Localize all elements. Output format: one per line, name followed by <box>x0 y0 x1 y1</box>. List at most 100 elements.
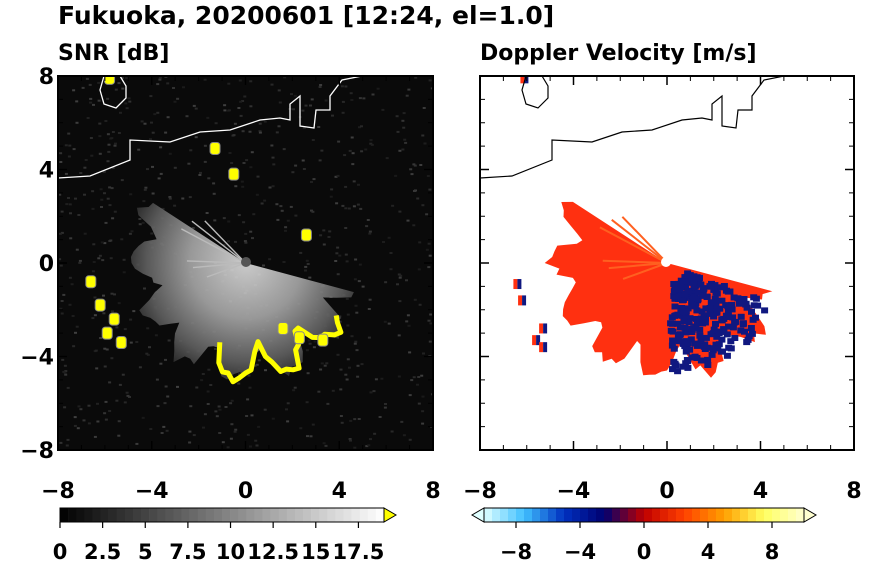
snr-noise-speck <box>319 84 323 86</box>
snr-noise-speck <box>238 79 242 82</box>
snr-colorbar-cell <box>76 508 85 522</box>
snr-noise-speck <box>348 366 351 369</box>
doppler-away-speck <box>754 302 762 309</box>
snr-axis-ticks: −8 −4 0 4 8 8 4 0 −4 −8 <box>20 65 440 504</box>
snr-beam-ray <box>204 220 247 264</box>
doppler-echo-patch-red <box>513 279 518 290</box>
doppler-away-speck <box>707 299 715 306</box>
snr-noise-speck <box>71 315 75 317</box>
snr-noise-speck <box>114 142 117 145</box>
snr-noise-speck <box>367 444 371 447</box>
doppler-away-speck <box>732 318 740 325</box>
snr-noise-speck <box>145 352 149 355</box>
snr-noise-speck <box>429 313 433 316</box>
doppler-away-speck <box>729 324 737 331</box>
doppler-away-speck <box>714 345 722 352</box>
snr-noise-speck <box>229 402 233 405</box>
snr-noise-speck <box>102 170 106 173</box>
snr-noise-speck <box>130 230 134 233</box>
snr-colorbar-cell <box>116 508 126 522</box>
snr-noise-speck <box>192 104 196 107</box>
snr-noise-speck <box>319 368 323 371</box>
snr-noise-speck <box>368 298 372 301</box>
doppler-away-speck <box>711 295 719 302</box>
doppler-colorbar-cell <box>668 508 677 522</box>
doppler-echo-patch-blue <box>522 295 527 306</box>
snr-noise-speck <box>309 104 312 107</box>
snr-noise-speck <box>118 383 122 386</box>
doppler-away-speck <box>700 285 708 292</box>
snr-noise-speck <box>410 173 414 176</box>
doppler-colorbar-cell <box>604 508 613 522</box>
doppler-edge-echoes <box>513 76 548 353</box>
doppler-xtick-label: 0 <box>659 479 674 504</box>
doppler-away-speck <box>693 274 701 281</box>
doppler-away-speck <box>693 317 701 324</box>
snr-noise-speck <box>64 370 68 372</box>
doppler-echo-patch-red <box>520 76 525 84</box>
snr-noise-speck <box>414 76 418 79</box>
snr-noise-speck <box>397 375 401 378</box>
snr-noise-speck <box>91 190 95 193</box>
snr-colorbar-cell <box>173 508 182 522</box>
snr-noise-speck <box>166 395 170 398</box>
doppler-axis-ticks: −8 −4 0 4 8 <box>463 75 862 504</box>
snr-noise-speck <box>427 266 431 269</box>
snr-noise-speck <box>154 334 158 337</box>
snr-noise-speck <box>138 366 142 369</box>
snr-noise-speck <box>412 163 416 166</box>
snr-noise-speck <box>268 258 272 261</box>
snr-noise-speck <box>163 402 167 405</box>
doppler-away-speck <box>727 338 735 345</box>
snr-noise-speck <box>413 190 416 192</box>
doppler-beam-ray <box>608 262 668 270</box>
doppler-colorbar-min-arrow <box>471 507 485 523</box>
snr-noise-speck <box>255 363 259 366</box>
snr-colorbar-cell <box>262 508 271 522</box>
doppler-away-speck <box>702 305 710 312</box>
snr-noise-speck <box>238 373 241 376</box>
snr-noise-speck <box>344 207 348 210</box>
snr-colorbar-cell <box>335 508 344 522</box>
snr-colorbar-label: 7.5 <box>169 540 206 564</box>
snr-noise-speck <box>343 154 347 157</box>
doppler-away-speck <box>720 283 728 289</box>
snr-noise-speck <box>350 335 354 338</box>
snr-noise-speck <box>405 94 409 97</box>
snr-colorbar: 0 2.5 5 7.5 10 12.5 15 17.5 <box>53 507 397 564</box>
doppler-colorbar-cell <box>764 508 773 522</box>
snr-noise-speck <box>168 196 172 198</box>
snr-noise-speck <box>294 164 298 167</box>
snr-noise-speck <box>412 376 416 379</box>
snr-noise-speck <box>121 373 125 376</box>
doppler-receding-echoes <box>667 270 769 375</box>
snr-noise-speck <box>122 258 126 261</box>
snr-noise-speck <box>150 232 154 235</box>
island-outline <box>99 76 127 109</box>
snr-noise-speck <box>138 223 142 226</box>
snr-noise-speck <box>103 192 106 195</box>
doppler-away-speck <box>690 284 698 291</box>
snr-noise-speck <box>349 419 353 422</box>
snr-noise-speck <box>224 406 228 408</box>
snr-noise-speck <box>286 402 290 405</box>
snr-colorbar-cell <box>303 508 312 522</box>
snr-noise-speck <box>106 160 110 163</box>
doppler-colorbar-cell <box>772 508 781 522</box>
snr-noise-speck <box>263 120 267 123</box>
snr-echo-patch <box>293 331 305 345</box>
snr-noise-speck <box>397 273 401 276</box>
snr-noise-speck <box>353 418 357 421</box>
doppler-echo-patch-blue <box>543 342 548 353</box>
snr-noise-speck <box>74 331 77 334</box>
doppler-away-speck <box>668 314 676 321</box>
snr-noise-speck <box>209 384 213 386</box>
snr-noise-speck <box>402 126 406 129</box>
snr-noise-speck <box>135 442 139 445</box>
doppler-away-speck <box>713 308 721 315</box>
snr-noise-speck <box>292 389 296 392</box>
snr-noise-speck <box>384 403 387 405</box>
snr-echo-patch <box>104 76 116 85</box>
snr-noise-speck <box>206 403 210 405</box>
snr-noise-speck <box>191 227 195 229</box>
